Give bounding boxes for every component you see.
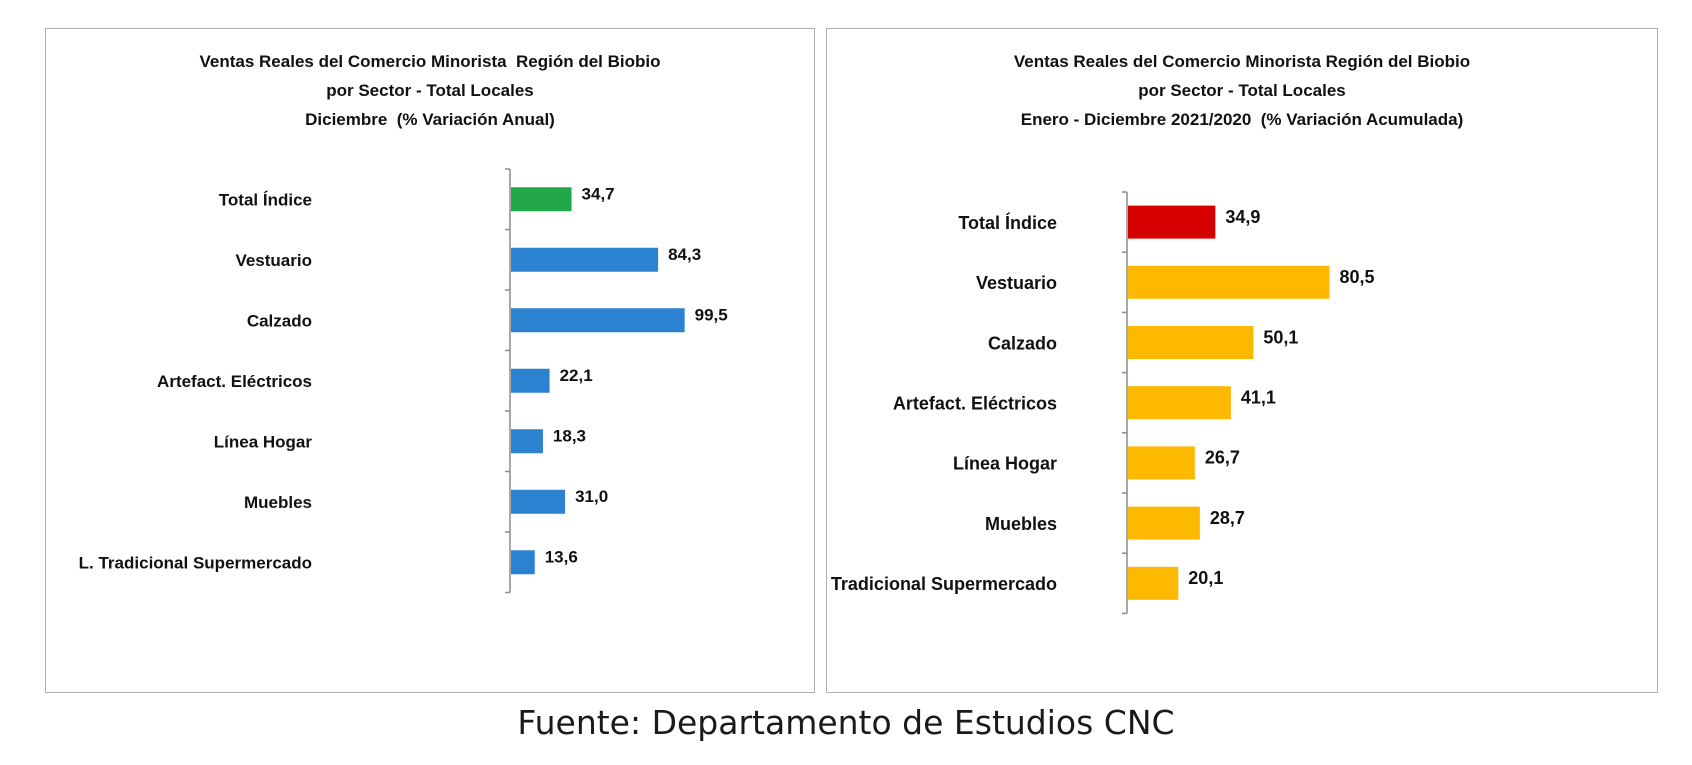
bar bbox=[511, 247, 659, 272]
data-label: 20,1 bbox=[1188, 568, 1223, 588]
bar bbox=[1128, 386, 1231, 420]
category-label: Total Índice bbox=[958, 212, 1057, 233]
bar bbox=[511, 368, 550, 393]
data-label: 22,1 bbox=[560, 366, 593, 385]
source-caption: Fuente: Departamento de Estudios CNC bbox=[517, 703, 1175, 742]
category-label: Muebles bbox=[244, 493, 312, 512]
data-label: 50,1 bbox=[1263, 327, 1298, 347]
category-label: Muebles bbox=[985, 514, 1057, 534]
category-label: Vestuario bbox=[976, 273, 1057, 293]
bar-chart-cumulative: 34,9 Total Índice 80,5 Vestuario 50,1 Calzado… bbox=[827, 191, 1375, 615]
bar bbox=[1128, 566, 1179, 600]
category-label: Línea Hogar bbox=[214, 433, 313, 452]
data-label: 80,5 bbox=[1340, 267, 1375, 287]
chart-panel-annual: Ventas Reales del Comercio Minorista Reg… bbox=[45, 28, 815, 693]
bar bbox=[511, 308, 685, 333]
bar-chart-annual: 34,7 Total Índice 84,3 Vestuario 99,5 Calzado… bbox=[79, 168, 728, 594]
data-label: 41,1 bbox=[1241, 387, 1276, 407]
bar bbox=[511, 489, 566, 514]
category-label: Artefact. Eléctricos bbox=[157, 372, 312, 391]
chart-title-line-1: Ventas Reales del Comercio Minorista Reg… bbox=[199, 52, 661, 71]
category-label: Calzado bbox=[988, 333, 1057, 353]
data-label: 99,5 bbox=[695, 306, 728, 325]
bar bbox=[1128, 326, 1254, 359]
bar-total-index bbox=[1128, 205, 1216, 239]
category-label: L. Tradicional Supermercado bbox=[827, 574, 1057, 594]
data-label: 34,9 bbox=[1225, 207, 1260, 227]
bar bbox=[1128, 446, 1195, 480]
category-label: Línea Hogar bbox=[953, 454, 1057, 474]
bar bbox=[1128, 506, 1200, 540]
data-label: 84,3 bbox=[668, 245, 701, 264]
chart-title-line-1: Ventas Reales del Comercio Minorista Reg… bbox=[1013, 52, 1471, 71]
category-label: Vestuario bbox=[235, 251, 312, 270]
data-label: 31,0 bbox=[575, 487, 608, 506]
category-label: L. Tradicional Supermercado bbox=[79, 554, 312, 573]
data-label: 13,6 bbox=[545, 548, 578, 567]
chart-title-line-3: Enero - Diciembre 2021/2020 (% Variación… bbox=[1020, 110, 1464, 129]
bar-total-index bbox=[511, 187, 572, 212]
chart-title-line-2: por Sector - Total Locales bbox=[326, 81, 534, 100]
category-label: Calzado bbox=[247, 312, 312, 331]
chart-title-line-2: por Sector - Total Locales bbox=[1138, 81, 1346, 100]
data-label: 26,7 bbox=[1205, 448, 1240, 468]
chart-title-line-3: Diciembre (% Variación Anual) bbox=[305, 110, 555, 129]
category-label: Total Índice bbox=[219, 191, 312, 210]
category-label: Artefact. Eléctricos bbox=[893, 393, 1057, 413]
chart-panel-cumulative: Ventas Reales del Comercio Minorista Reg… bbox=[826, 28, 1658, 693]
bar bbox=[1128, 265, 1330, 299]
bar bbox=[511, 550, 535, 575]
chart-title: Ventas Reales del Comercio Minorista Reg… bbox=[827, 47, 1657, 134]
chart-title: Ventas Reales del Comercio Minorista Reg… bbox=[46, 47, 814, 134]
data-label: 18,3 bbox=[553, 427, 586, 446]
data-label: 34,7 bbox=[582, 185, 615, 204]
bar bbox=[511, 429, 543, 454]
data-label: 28,7 bbox=[1210, 508, 1245, 528]
